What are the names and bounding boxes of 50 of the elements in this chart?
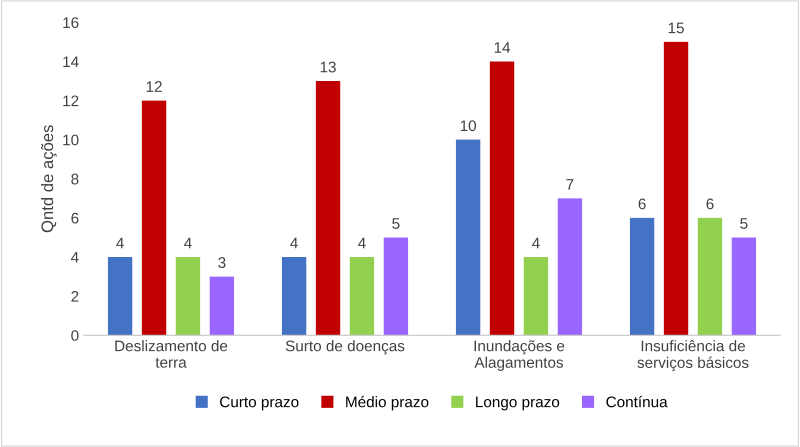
y-tick-label: 16 <box>63 17 78 28</box>
data-label: 4 <box>184 238 192 248</box>
bar <box>350 257 374 336</box>
data-label: 15 <box>668 22 684 34</box>
data-label: 12 <box>146 81 162 92</box>
y-tick-label: 12 <box>63 95 78 106</box>
data-label: 14 <box>494 42 510 53</box>
x-tick-label: Surto de doenças <box>286 340 404 354</box>
data-label: 6 <box>706 198 714 210</box>
x-tick-label: Insuficiência de serviços básicos <box>637 340 748 372</box>
y-tick-label: 0 <box>71 330 79 341</box>
data-label: 10 <box>460 120 476 132</box>
y-axis-title: Qntd de ações <box>40 125 57 232</box>
bar <box>558 198 582 336</box>
bar <box>524 257 548 336</box>
bar <box>282 257 306 336</box>
data-label: 4 <box>116 238 124 248</box>
data-label: 3 <box>218 257 226 268</box>
bar <box>108 257 132 336</box>
bar <box>316 81 340 336</box>
data-label: 6 <box>638 198 646 210</box>
bar <box>176 257 200 336</box>
y-tick-label: 10 <box>63 134 79 146</box>
y-tick-label: 8 <box>71 174 78 184</box>
data-label: 5 <box>740 218 748 229</box>
x-tick-label: Deslizamento de terra <box>115 340 228 368</box>
data-label: 4 <box>532 238 540 248</box>
legend-label: Curto prazo <box>220 396 298 410</box>
bar <box>142 100 166 336</box>
bar <box>698 218 722 336</box>
data-label: 7 <box>566 179 574 190</box>
y-tick-label: 14 <box>63 56 79 67</box>
bar <box>384 237 408 336</box>
data-label: 5 <box>392 218 400 229</box>
x-tick-label: Inundações e Alagamentos <box>474 340 564 371</box>
bar <box>664 42 688 336</box>
data-label: 4 <box>290 238 298 248</box>
y-tick-label: 6 <box>71 212 78 224</box>
bar <box>732 237 756 336</box>
data-label: 4 <box>358 238 366 248</box>
bar <box>630 218 654 336</box>
y-tick-label: 4 <box>70 252 79 263</box>
bar <box>210 276 234 336</box>
legend-label: Contínua <box>606 396 668 408</box>
legend-label: Médio prazo <box>346 396 428 410</box>
bar <box>490 61 514 336</box>
data-label: 13 <box>320 62 336 72</box>
bar <box>456 140 480 336</box>
y-tick-label: 2 <box>71 291 78 302</box>
legend-label: Longo prazo <box>476 396 560 410</box>
